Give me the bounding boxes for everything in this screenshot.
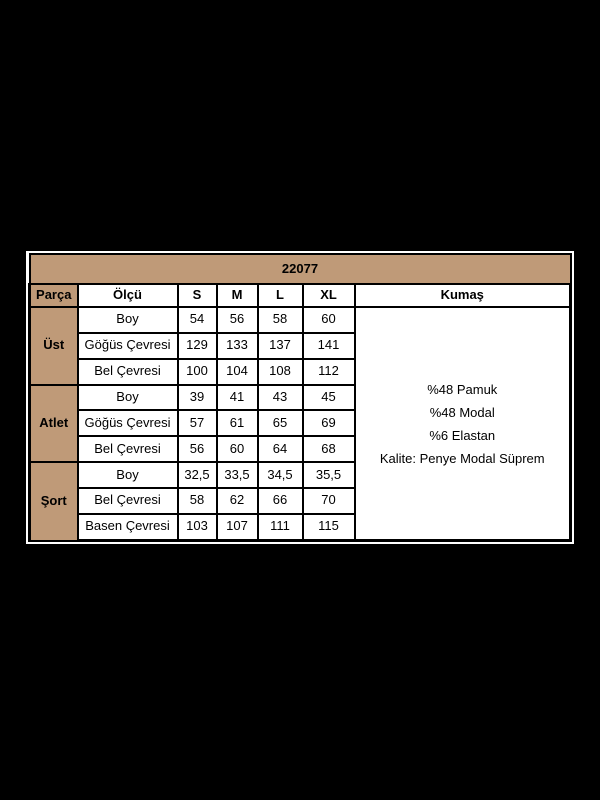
table-row: Bel Çevresi 56 60 64 68: [30, 435, 571, 464]
value-cell: 45: [301, 383, 356, 412]
measure-cell: Boy: [76, 383, 179, 412]
value-cell: 57: [176, 409, 218, 438]
value-cell: 133: [215, 331, 259, 360]
col-header-size-l: L: [256, 283, 304, 308]
value-cell: 70: [301, 487, 356, 515]
product-code: 22077: [28, 253, 572, 285]
table-row: Bel Çevresi 58 62 66 70: [30, 487, 571, 515]
fabric-line: Kalite: Penye Modal Süprem: [379, 450, 545, 466]
value-cell: 62: [215, 487, 259, 515]
value-cell: 58: [176, 487, 218, 515]
measure-cell: Bel Çevresi: [76, 435, 179, 464]
value-cell: 104: [215, 357, 259, 386]
measure-cell: Bel Çevresi: [76, 487, 179, 515]
value-cell: 64: [256, 435, 304, 464]
value-cell: 108: [256, 357, 304, 386]
value-cell: 103: [176, 512, 218, 542]
value-cell: 141: [301, 331, 356, 360]
value-cell: 107: [215, 512, 259, 542]
measure-cell: Göğüs Çevresi: [76, 409, 179, 438]
value-cell: 32,5: [176, 461, 218, 490]
measure-cell: Boy: [76, 461, 179, 490]
measure-cell: Bel Çevresi: [76, 357, 179, 386]
col-header-parca: Parça: [28, 283, 79, 308]
group-label-ust: Üst: [28, 306, 79, 386]
value-cell: 34,5: [256, 461, 304, 490]
value-cell: 41: [215, 383, 259, 412]
col-header-olcu: Ölçü: [76, 283, 179, 308]
fabric-line: %6 Elastan: [429, 427, 496, 443]
col-header-size-m: M: [215, 283, 259, 308]
group-label-atlet: Atlet: [28, 383, 79, 464]
value-cell: 68: [301, 435, 356, 464]
measure-cell: Boy: [76, 306, 179, 334]
value-cell: 69: [301, 409, 356, 438]
table-row: Atlet Boy 39 41 43 45: [28, 383, 571, 464]
value-cell: 33,5: [215, 461, 259, 490]
value-cell: 112: [301, 357, 356, 386]
col-header-kumas: Kumaş: [353, 283, 572, 308]
column-header-row: Parça Ölçü S M L XL Kumaş: [28, 283, 572, 308]
measure-cell: Göğüs Çevresi: [76, 331, 179, 360]
table-row: Basen Çevresi 103 107 111 115: [30, 512, 571, 542]
fabric-line: %48 Modal: [429, 404, 495, 420]
group-label-sort: Şort: [28, 461, 79, 542]
value-cell: 54: [176, 306, 218, 334]
table-row: Göğüs Çevresi 129 133 137 141: [30, 331, 571, 360]
value-cell: 56: [176, 435, 218, 464]
value-cell: 129: [176, 331, 218, 360]
size-chart-table: 22077 Parça Ölçü S M L XL Kumaş Üst Boy …: [28, 253, 572, 542]
fabric-line: %48 Pamuk: [427, 381, 498, 397]
value-cell: 58: [256, 306, 304, 334]
table-row: Şort Boy 32,5 33,5 34,5 35,5: [28, 461, 571, 542]
value-cell: 115: [301, 512, 356, 542]
value-cell: 35,5: [301, 461, 356, 490]
size-chart-frame: 22077 Parça Ölçü S M L XL Kumaş Üst Boy …: [26, 251, 574, 544]
value-cell: 60: [215, 435, 259, 464]
col-header-size-xl: XL: [301, 283, 356, 308]
value-cell: 137: [256, 331, 304, 360]
fabric-info-cell: %48 Pamuk %48 Modal %6 Elastan Kalite: P…: [353, 306, 572, 542]
value-cell: 100: [176, 357, 218, 386]
col-header-size-s: S: [176, 283, 218, 308]
table-row: Göğüs Çevresi 57 61 65 69: [30, 409, 571, 438]
table-row: Üst Boy 54 56 58 60 %48 Pamuk %48 Modal …: [28, 306, 572, 542]
table-row: Bel Çevresi 100 104 108 112: [30, 357, 571, 386]
measure-cell: Basen Çevresi: [76, 512, 179, 542]
value-cell: 43: [256, 383, 304, 412]
value-cell: 111: [256, 512, 304, 542]
value-cell: 61: [215, 409, 259, 438]
product-code-row: 22077: [28, 253, 572, 285]
value-cell: 56: [215, 306, 259, 334]
value-cell: 39: [176, 383, 218, 412]
value-cell: 60: [301, 306, 356, 334]
value-cell: 66: [256, 487, 304, 515]
value-cell: 65: [256, 409, 304, 438]
